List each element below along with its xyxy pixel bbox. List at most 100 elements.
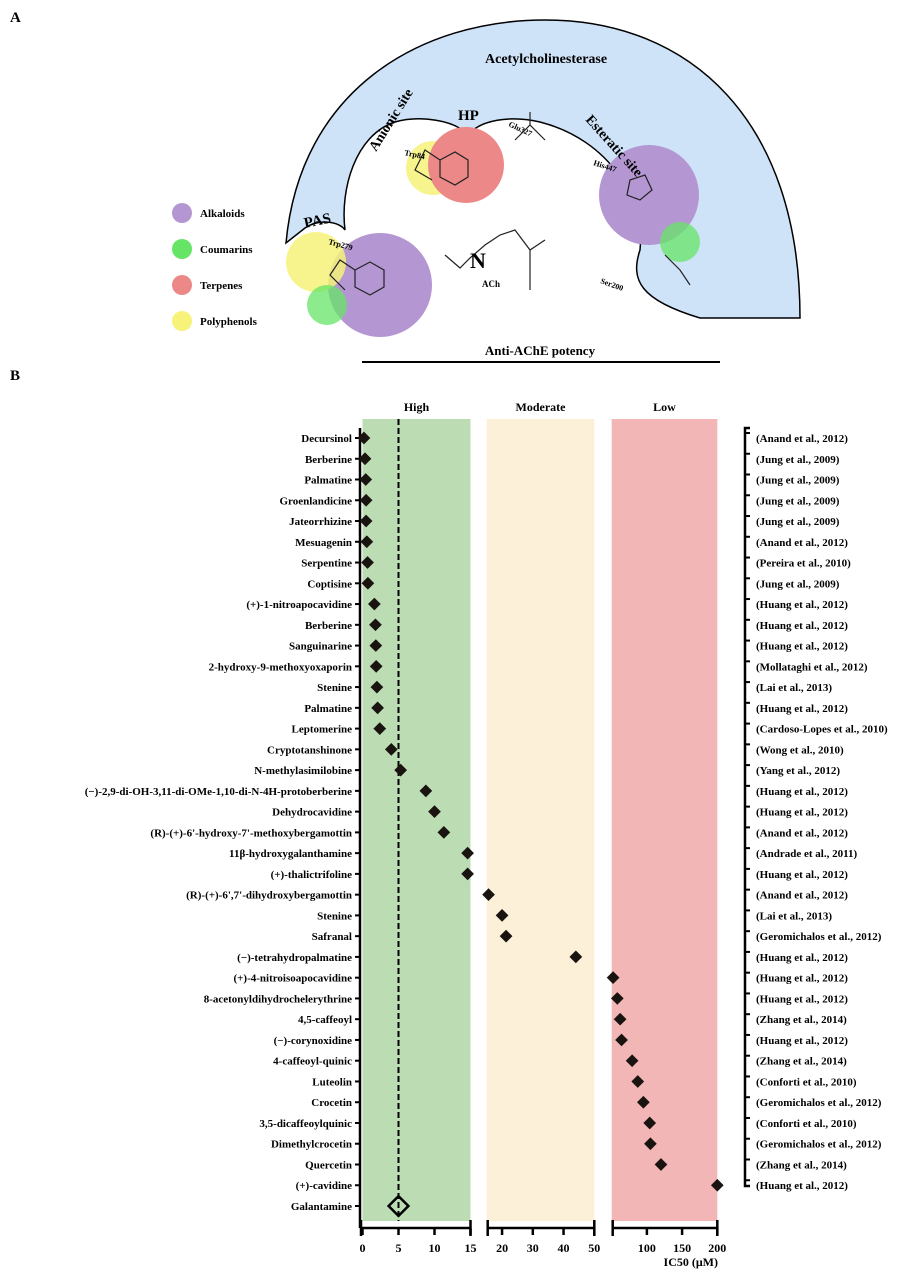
data-row: 2-hydroxy-9-methoxyoxaporin (Mollataghi e…	[209, 659, 868, 673]
compound-label: Berberine	[305, 620, 352, 632]
enzyme-label: Acetylcholinesterase	[485, 52, 607, 67]
reference-citation: (Huang et al., 2012)	[756, 620, 848, 632]
data-point-marker	[499, 929, 513, 943]
reference-citation: (Huang et al., 2012)	[756, 869, 848, 881]
compound-label: Palmatine	[304, 475, 352, 487]
data-row: Stenine (Lai et al., 2013)	[317, 680, 832, 694]
reference-citation: (Geromichalos et al., 2012)	[756, 1139, 882, 1151]
reference-citation: (Jung et al., 2009)	[756, 495, 840, 507]
hp-label: HP	[458, 108, 479, 124]
ser200-label: Ser200	[599, 276, 624, 293]
coumarin-site-circle	[660, 222, 700, 262]
compound-label: Leptomerine	[292, 724, 353, 736]
data-row: Berberine (Jung et al., 2009)	[305, 452, 840, 466]
data-point-marker	[371, 701, 384, 715]
data-row: 4,5-caffeoyl (Zhang et al., 2014)	[298, 1012, 847, 1026]
compound-label: (R)-(+)-6'-hydroxy-7'-methoxybergamottin	[150, 827, 352, 839]
panel-a-label: A	[10, 10, 21, 26]
data-row: Galantamine	[291, 1194, 411, 1218]
data-row: (−)-tetrahydropalmatine (Huang et al., 20…	[237, 950, 848, 964]
compound-label: Mesuagenin	[295, 537, 352, 549]
data-row: (R)-(+)-6'-hydroxy-7'-methoxybergamottin…	[150, 826, 848, 839]
compound-label: Dehydrocavidine	[272, 807, 352, 819]
data-point-marker	[631, 1075, 645, 1088]
data-row: (+)-4-nitroisoapocavidine (Huang et al., …	[233, 971, 848, 985]
compound-label: (+)-4-nitroisoapocavidine	[233, 973, 352, 985]
compound-label: Dimethylcrocetin	[271, 1139, 352, 1151]
band-low	[611, 419, 718, 1221]
reference-point-marker	[386, 1194, 411, 1218]
data-row: (+)-cavidine (Huang et al., 2012)	[296, 1178, 848, 1192]
x-tick-label: 150	[673, 1241, 691, 1255]
data-row: Jateorrhizine (Jung et al., 2009)	[289, 514, 840, 528]
data-row: (+)-1-nitroapocavidine (Huang et al., 201…	[246, 597, 848, 611]
x-tick-label: 200	[708, 1241, 726, 1255]
data-row: N-methylasimilobine (Yang et al., 2012)	[254, 763, 840, 777]
reference-citation: (Andrade et al., 2011)	[756, 848, 857, 860]
reference-citation: (Anand et al., 2012)	[756, 537, 848, 549]
data-row: Palmatine (Jung et al., 2009)	[304, 473, 840, 487]
data-row: Decursinol (Anand et al., 2012)	[301, 431, 848, 445]
data-point-marker	[606, 971, 620, 985]
data-row: Dimethylcrocetin (Geromichalos et al., 20…	[271, 1137, 882, 1151]
data-point-marker	[710, 1178, 724, 1192]
reference-citation: (Jung et al., 2009)	[756, 516, 840, 528]
data-row: Palmatine (Huang et al., 2012)	[304, 701, 848, 715]
data-point-marker	[369, 618, 382, 632]
data-row: (R)-(+)-6',7'-dihydroxybergamottin (Anand…	[186, 888, 848, 902]
reference-citation: (Zhang et al., 2014)	[756, 1014, 847, 1026]
legend-swatch	[172, 203, 192, 223]
panel-b-label: B	[10, 368, 20, 384]
reference-citation: (Huang et al., 2012)	[756, 973, 848, 985]
data-point-marker	[644, 1137, 657, 1151]
data-row: 3,5-dicaffeoylquinic (Conforti et al., 20…	[259, 1116, 857, 1130]
compound-label: Decursinol	[301, 433, 352, 445]
data-row: Leptomerine (Cardoso-Lopes et al., 2010)	[292, 722, 888, 736]
x-tick-label: 30	[527, 1241, 539, 1255]
band-moderate	[486, 419, 595, 1221]
compound-label: Safranal	[312, 931, 352, 943]
compound-label: (−)-tetrahydropalmatine	[237, 952, 352, 964]
legend-swatch	[172, 311, 192, 331]
reference-citation: (Anand et al., 2012)	[756, 890, 848, 902]
data-point-marker	[359, 514, 373, 528]
compound-label: (R)-(+)-6',7'-dihydroxybergamottin	[186, 890, 352, 902]
data-row: Crocetin (Geromichalos et al., 2012)	[311, 1095, 882, 1109]
x-tick-label: 100	[638, 1241, 656, 1255]
legend-label: Polyphenols	[200, 316, 258, 328]
compound-label: 3,5-dicaffeoylquinic	[259, 1118, 352, 1130]
compound-label: Sanguinarine	[289, 641, 352, 653]
reference-citation: (Anand et al., 2012)	[756, 827, 848, 839]
compound-label: Quercetin	[305, 1159, 352, 1171]
data-point-marker	[643, 1116, 657, 1130]
data-point-marker	[361, 556, 374, 569]
data-row: Mesuagenin (Anand et al., 2012)	[295, 535, 848, 549]
x-tick-label: 5	[396, 1241, 402, 1255]
compound-label: Crocetin	[311, 1097, 352, 1109]
compound-label: 11β-hydroxygalanthamine	[229, 848, 352, 860]
compound-label: 4,5-caffeoyl	[298, 1014, 352, 1026]
legend-swatch	[172, 275, 192, 295]
legend-swatch	[172, 239, 192, 259]
compound-label: (−)-2,9-di-OH-3,11-di-OMe-1,10-di-N-4H-p…	[85, 786, 352, 798]
data-point-marker	[613, 1012, 627, 1026]
data-point-marker	[569, 950, 583, 964]
band-label: Moderate	[516, 400, 567, 414]
data-point-marker	[615, 1033, 628, 1047]
data-point-marker	[654, 1158, 668, 1171]
ach-label: ACh	[482, 279, 500, 289]
data-point-marker	[461, 867, 474, 881]
reference-citation: (Jung et al., 2009)	[756, 454, 840, 466]
compound-label: Stenine	[317, 682, 352, 694]
data-point-marker	[357, 431, 371, 445]
compound-label: Luteolin	[312, 1076, 352, 1088]
legend-label: Alkaloids	[200, 208, 245, 220]
nitrogen-glyph: N	[470, 248, 486, 273]
reference-citation: (Huang et al., 2012)	[756, 952, 848, 964]
data-point-marker	[370, 680, 384, 694]
compound-label: N-methylasimilobine	[254, 765, 352, 777]
pas-label: PAS	[303, 211, 333, 232]
reference-citation: (Pereira et al., 2010)	[756, 558, 851, 570]
reference-citation: (Huang et al., 2012)	[756, 807, 848, 819]
reference-citation: (Huang et al., 2012)	[756, 1180, 848, 1192]
